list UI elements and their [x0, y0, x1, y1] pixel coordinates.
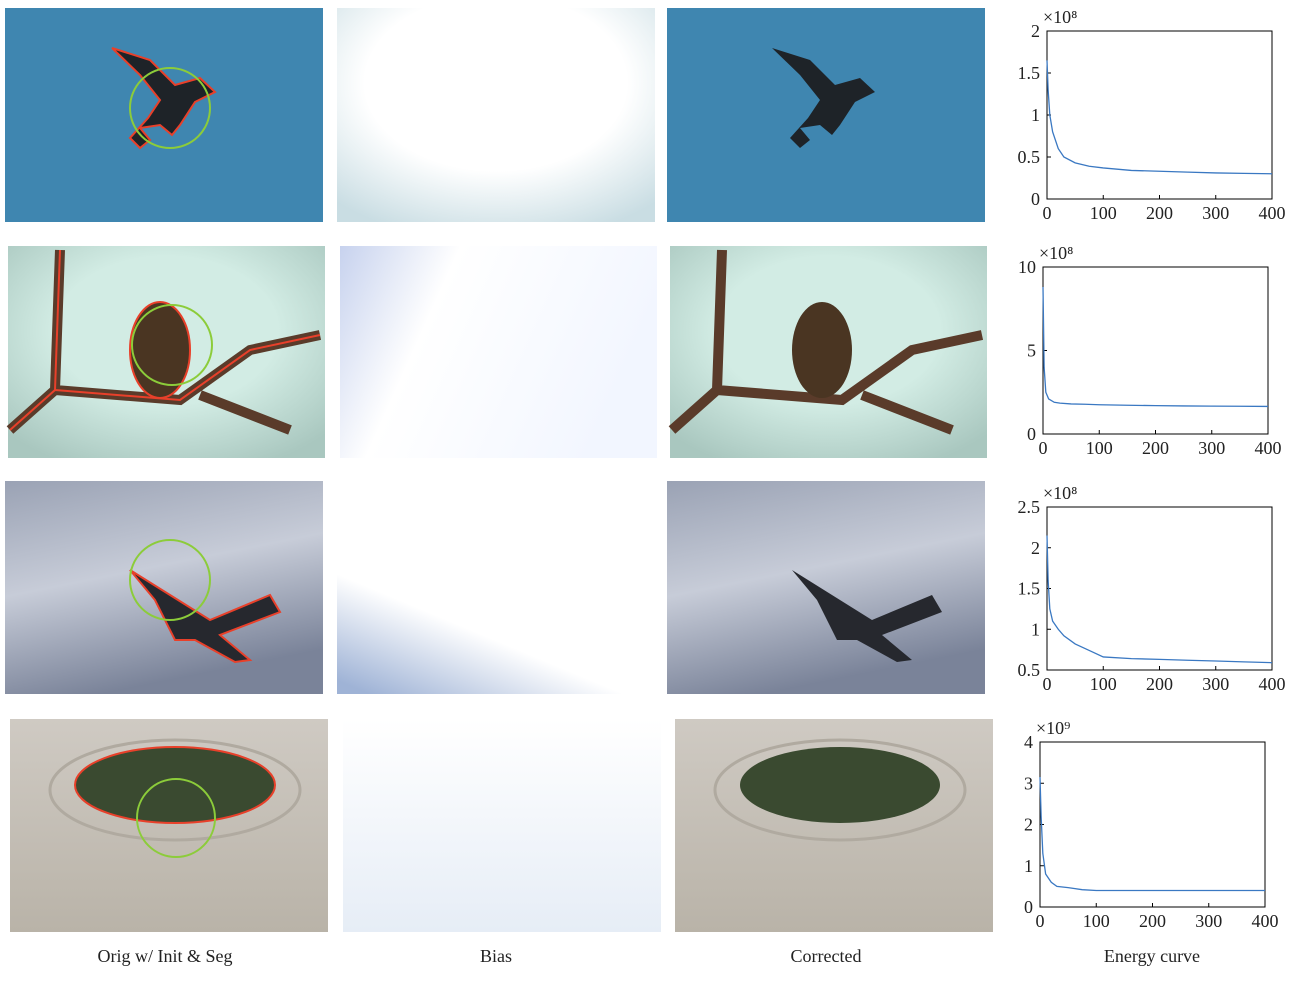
y-tick-label: 1.5 — [1018, 63, 1041, 83]
x-tick-label: 200 — [1142, 438, 1169, 458]
scale-label: ×10⁸ — [1043, 7, 1077, 27]
energy-line — [1047, 60, 1272, 173]
y-tick-label: 0.5 — [1018, 660, 1041, 680]
photo-eagle-corrected — [667, 8, 985, 222]
column-label: Orig w/ Init & Seg — [98, 946, 233, 966]
y-tick-label: 2 — [1024, 815, 1033, 835]
y-tick-label: 0 — [1027, 424, 1036, 444]
y-tick-label: 0 — [1024, 897, 1033, 917]
energy-line — [1043, 287, 1268, 406]
energy-line — [1047, 536, 1272, 663]
x-tick-label: 0 — [1043, 674, 1052, 694]
y-tick-label: 1 — [1031, 105, 1040, 125]
column-label: Energy curve — [1104, 946, 1200, 966]
photo-plane-seg — [5, 481, 323, 694]
photo-plane-corrected — [667, 481, 985, 694]
x-tick-label: 300 — [1198, 438, 1225, 458]
x-tick-label: 300 — [1202, 674, 1229, 694]
photo-garden-seg — [10, 719, 328, 932]
y-tick-label: 2 — [1031, 21, 1040, 41]
y-tick-label: 5 — [1027, 341, 1036, 361]
photo-garden-corrected — [675, 719, 993, 932]
y-tick-label: 4 — [1024, 732, 1033, 752]
bias-image — [337, 8, 655, 222]
figure: Orig w/ Init & Seg Bias Corrected Energy… — [0, 0, 1300, 976]
x-tick-label: 0 — [1043, 203, 1052, 223]
axes-box — [1040, 742, 1265, 907]
x-tick-label: 300 — [1195, 911, 1222, 931]
x-tick-label: 400 — [1259, 203, 1286, 223]
bias-image — [337, 481, 655, 694]
y-tick-label: 2 — [1031, 538, 1040, 558]
x-tick-label: 100 — [1090, 203, 1117, 223]
column-label: Bias — [480, 946, 512, 966]
y-tick-label: 3 — [1024, 773, 1033, 793]
y-tick-label: 2.5 — [1018, 497, 1041, 517]
column-label: Corrected — [791, 946, 862, 966]
x-tick-label: 0 — [1036, 911, 1045, 931]
x-tick-label: 300 — [1202, 203, 1229, 223]
bias-image — [340, 246, 657, 458]
axes-box — [1043, 267, 1268, 434]
x-tick-label: 200 — [1146, 674, 1173, 694]
x-tick-label: 400 — [1255, 438, 1282, 458]
x-tick-label: 200 — [1146, 203, 1173, 223]
y-tick-label: 1 — [1024, 856, 1033, 876]
x-tick-label: 0 — [1039, 438, 1048, 458]
photo-eagle-seg — [5, 8, 323, 222]
x-tick-label: 400 — [1252, 911, 1279, 931]
y-tick-label: 0.5 — [1018, 147, 1041, 167]
scale-label: ×10⁸ — [1043, 483, 1077, 503]
photo-hawk-corrected — [670, 246, 987, 458]
x-tick-label: 100 — [1090, 674, 1117, 694]
energy-line — [1040, 777, 1265, 890]
y-tick-label: 10 — [1018, 257, 1036, 277]
x-tick-label: 400 — [1259, 674, 1286, 694]
photo-hawk-seg — [8, 246, 325, 458]
y-tick-label: 1 — [1031, 619, 1040, 639]
y-tick-label: 1.5 — [1018, 579, 1041, 599]
x-tick-label: 200 — [1139, 911, 1166, 931]
axes-box — [1047, 507, 1272, 670]
x-tick-label: 100 — [1083, 911, 1110, 931]
y-tick-label: 0 — [1031, 189, 1040, 209]
scale-label: ×10⁸ — [1039, 243, 1073, 263]
scale-label: ×10⁹ — [1036, 718, 1070, 738]
bias-image — [343, 719, 661, 932]
x-tick-label: 100 — [1086, 438, 1113, 458]
